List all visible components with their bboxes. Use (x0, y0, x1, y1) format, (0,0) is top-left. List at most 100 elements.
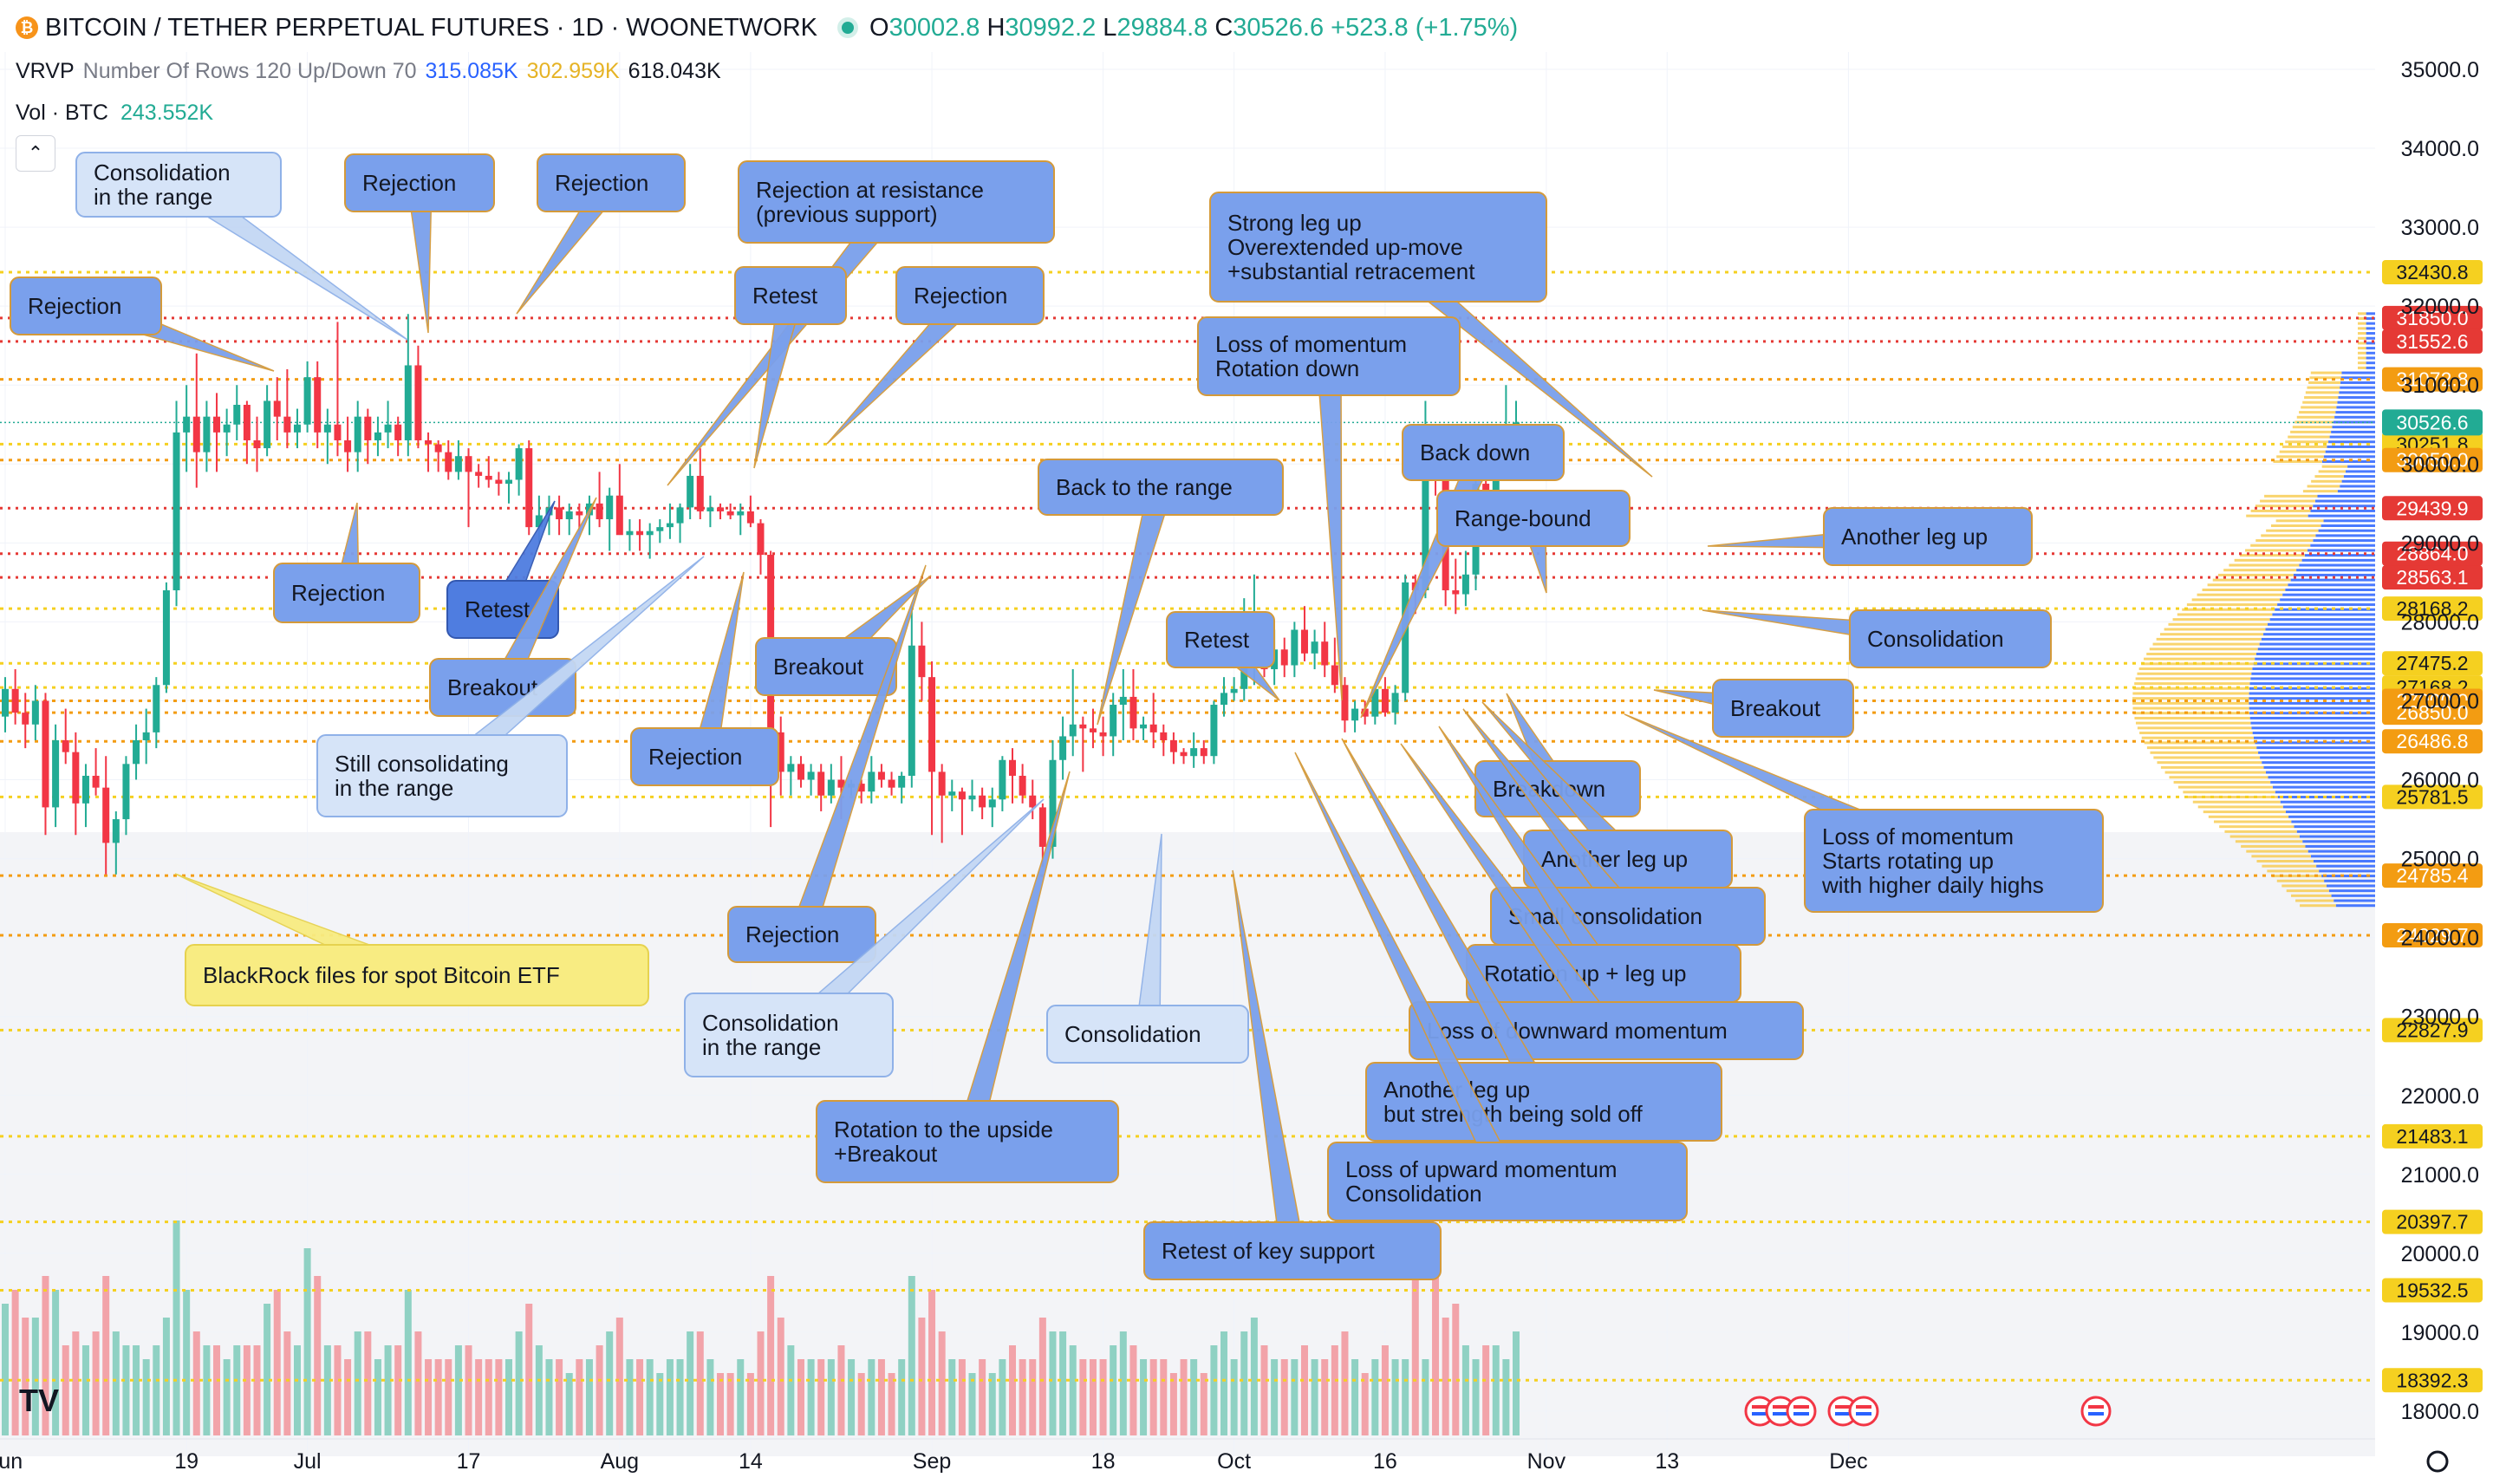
candle-body (2, 688, 9, 717)
vrvp-label[interactable]: VRVP (16, 58, 75, 83)
volume-legend[interactable]: Vol · BTC 243.552K (16, 97, 213, 128)
vrvp-up-bar (2291, 820, 2375, 823)
tradingview-logo-icon[interactable]: TV (19, 1383, 59, 1419)
vrvp-up-bar (2251, 726, 2375, 730)
time-tick-label: 14 (739, 1449, 763, 1474)
vrvp-down-bar (2138, 667, 2253, 671)
vrvp-up-bar (2335, 411, 2375, 414)
vrvp-up-bar (2277, 603, 2375, 607)
volume-bar (1452, 1304, 1460, 1435)
vrvp-down-bar (2299, 411, 2336, 414)
volume-bar (1119, 1331, 1127, 1435)
vrvp-up-bar (2310, 509, 2375, 512)
vrvp-up-bar (2346, 470, 2375, 473)
vrvp-down-bar (2300, 904, 2336, 908)
vrvp-up-bar (2340, 485, 2375, 488)
volume-bar (999, 1359, 1006, 1435)
vrvp-down-bar (2358, 347, 2366, 350)
price-tick-label: 33000.0 (2401, 216, 2479, 240)
price-tick-label: 21000.0 (2401, 1163, 2479, 1188)
volume-bar (81, 1345, 89, 1435)
vrvp-up-bar (2328, 889, 2375, 893)
callout-text-8-0: Loss of momentum (1215, 331, 1407, 357)
vrvp-down-bar (2183, 791, 2275, 794)
vrvp-down-bar (2133, 712, 2250, 715)
vrvp-down-bar (2217, 573, 2294, 576)
candle-body (434, 444, 442, 452)
vrvp-up-bar (2288, 583, 2375, 587)
vrvp-down-bar (2132, 692, 2249, 695)
candle-body (112, 819, 120, 843)
volume-bar (1472, 1359, 1480, 1435)
vrvp-down-bar (2224, 830, 2297, 833)
candle-body (666, 523, 674, 528)
candle-body (62, 740, 69, 752)
candle-body (1059, 736, 1067, 760)
vrvp-down-bar (2307, 485, 2340, 488)
vrvp-up-bar (2268, 776, 2375, 779)
callout-text-20-0: Still consolidating (335, 751, 509, 777)
vrvp-up-bar (2250, 677, 2375, 680)
candle-body (1190, 748, 1198, 757)
collapse-legend-button[interactable]: ⌃ (16, 135, 55, 172)
vrvp-legend[interactable]: VRVP Number Of Rows 120 Up/Down 70 315.0… (16, 55, 721, 87)
vrvp-up-bar (2318, 529, 2375, 532)
price-tick-label: 27000.0 (2401, 689, 2479, 713)
market-status-icon[interactable] (842, 22, 854, 34)
price-tick-label: 30000.0 (2401, 452, 2479, 477)
candle-body (233, 405, 241, 425)
volume-bar (968, 1373, 976, 1435)
vrvp-up-bar (2307, 514, 2375, 517)
volume-bar (1110, 1345, 1117, 1435)
level-tag-3 (2382, 367, 2483, 392)
vrvp-up-bar (2255, 652, 2375, 655)
volume-bar (1069, 1345, 1077, 1435)
callout-box-30 (1046, 1005, 1249, 1064)
symbol-title[interactable]: BITCOIN / TETHER PERPETUAL FUTURES · 1D … (45, 13, 817, 42)
vrvp-down-bar (2202, 588, 2286, 591)
vrvp-up-bar (2257, 648, 2375, 651)
time-tick-label: Jun (0, 1449, 23, 1474)
candle-body (706, 507, 714, 511)
vrvp-up-bar (2294, 825, 2375, 829)
candle-body (757, 523, 765, 556)
candle-body (374, 432, 381, 440)
callout-text-7-2: +substantial retracement (1227, 258, 1475, 284)
level-tag-14 (2382, 729, 2483, 754)
vrvp-down-bar (2302, 400, 2338, 404)
volume-bar (556, 1359, 563, 1435)
volume-bar (1220, 1331, 1228, 1435)
candle-body (505, 479, 512, 485)
vrvp-up-bar (2310, 543, 2375, 547)
candle-body (495, 479, 503, 485)
candle-body (334, 424, 342, 440)
candle-body (162, 589, 170, 686)
candle-body (1210, 705, 1218, 757)
vrvp-down-bar (2234, 558, 2302, 562)
callout-text-32-1: but strength being sold off (1383, 1101, 1644, 1127)
candle-body (797, 764, 804, 780)
vrvp-up-bar (2265, 771, 2375, 774)
time-tick-label: 18 (1091, 1449, 1116, 1474)
price-tick-label: 34000.0 (2401, 137, 2479, 161)
level-tag-22 (2382, 1368, 2483, 1393)
time-axis[interactable]: Jun 19 Jul 17 Aug 14 Sep 18 Oct 16 Nov 13 Dec (0, 1438, 2449, 1474)
symbol-header[interactable]: ₿ BITCOIN / TETHER PERPETUAL FUTURES · 1… (16, 10, 1518, 45)
vrvp-up-bar (2339, 391, 2375, 394)
candle-body (737, 511, 745, 516)
price-tick-label: 20000.0 (2401, 1242, 2479, 1266)
volume-bar (454, 1345, 462, 1435)
volume-bar (1038, 1318, 1046, 1435)
volume-bar (1180, 1359, 1188, 1435)
callout-text-14-0: Retest (465, 596, 530, 622)
volume-label[interactable]: Vol · BTC (16, 100, 108, 125)
volume-bar (837, 1345, 845, 1435)
callout-box-35 (1143, 1221, 1442, 1280)
event-flags (1744, 1396, 2112, 1427)
candle-body (1089, 728, 1097, 732)
vrvp-up-bar (2323, 455, 2375, 459)
price-axis[interactable]: 32430.831850.031552.631072.830251.830050… (2375, 0, 2493, 1484)
vrvp-up-bar (2270, 780, 2375, 784)
callout-text-24-0: Another leg up (1541, 846, 1688, 872)
